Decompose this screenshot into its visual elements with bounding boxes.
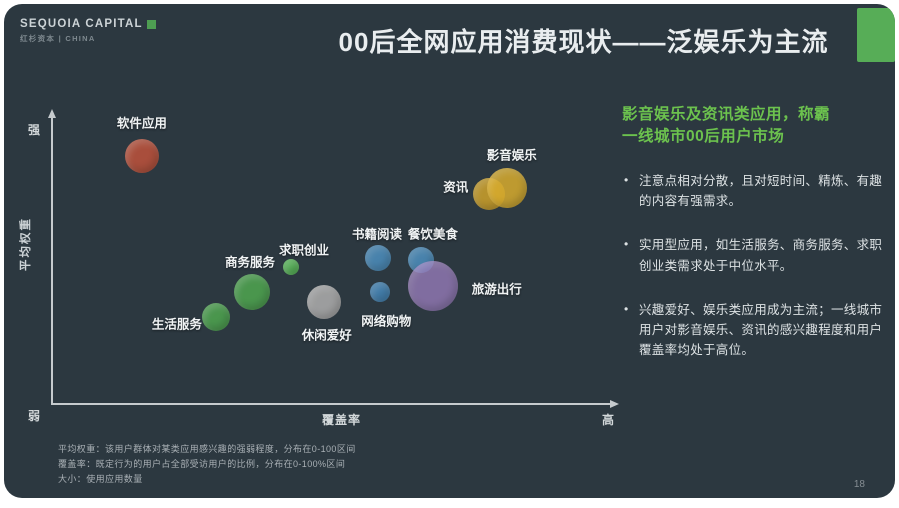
bubble-label-xiuxianaihao: 休闲爱好 (301, 328, 352, 343)
bubble-label-yingyinyule: 影音娱乐 (486, 148, 537, 163)
logo-row: SEQUOIA CAPITAL (20, 18, 156, 30)
bubble-shenghuofuwu (201, 302, 230, 331)
page-number: 18 (853, 479, 865, 490)
panel-heading: 影音娱乐及资讯类应用，称霸 一线城市00后用户市场 (622, 104, 888, 149)
logo-subtitle: 红杉资本 | CHINA (20, 34, 96, 43)
logo-mark-icon (146, 19, 156, 29)
sequoia-logo: SEQUOIA CAPITAL 红杉资本 | CHINA (20, 18, 156, 44)
bullet-marker: • (624, 237, 629, 252)
bubble-label-lvyouchuxing: 旅游出行 (471, 282, 522, 297)
accent-square (857, 8, 895, 62)
y-axis-title: 平均权重 (20, 217, 32, 271)
y-axis-max-label: 强 (28, 123, 41, 137)
slide: SEQUOIA CAPITAL 红杉资本 | CHINA 00后全网应用消费现状… (4, 4, 895, 498)
bubble-label-canyinmeishi: 餐饮美食 (407, 227, 458, 242)
y-axis-arrow-icon (47, 109, 56, 118)
bubble-wangluogouwu (370, 282, 391, 303)
footnote-weight: 平均权重：该用户群体对某类应用感兴趣的强弱程度，分布在0-100区间 (58, 444, 356, 454)
bullet-text-2: 实用型应用，如生活服务、商务服务、求职创业类需求处于中位水平。 (639, 238, 883, 273)
bullet-item-2: • 实用型应用，如生活服务、商务服务、求职创业类需求处于中位水平。 (622, 235, 888, 276)
footnotes: 平均权重：该用户群体对某类应用感兴趣的强弱程度，分布在0-100区间 覆盖率：既… (58, 442, 356, 487)
y-axis-min-label: 弱 (28, 409, 41, 423)
bullet-item-1: • 注意点相对分散，且对短时间、精炼、有趣的内容有强需求。 (622, 171, 888, 212)
bubble-label-wangluogouwu: 网络购物 (361, 314, 412, 329)
x-axis-title: 覆盖率 (322, 413, 362, 427)
x-axis-line (51, 403, 612, 405)
bubble-plot: 生活服务 商务服务 求职创业休闲爱好 书籍阅读网络购物 餐饮美食旅游出行 资讯 影音娱乐 软件… (52, 115, 617, 403)
bubble-label-shangwufuwu: 商务服务 (224, 255, 276, 270)
bubble-label-ruanjianyingyong: 软件应用 (116, 116, 167, 131)
bubble-label-shujiyuedu: 书籍阅读 (351, 227, 403, 242)
bullet-text-1: 注意点相对分散，且对短时间、精炼、有趣的内容有强需求。 (639, 173, 883, 209)
x-axis-max-label: 高 (602, 413, 615, 427)
bubble-label-qiuzhichuangye: 求职创业 (278, 243, 329, 258)
bullet-marker: • (624, 301, 629, 316)
footnote-coverage: 覆盖率：既定行为的用户占全部受访用户的比例，分布在0-100%区间 (58, 459, 346, 469)
bubble-xiuxianaihao (306, 284, 341, 319)
bubble-shangwufuwu (234, 274, 270, 311)
insight-panel: 影音娱乐及资讯类应用，称霸 一线城市00后用户市场 • 注意点相对分散，且对短时… (622, 104, 888, 385)
bullet-marker: • (624, 172, 629, 187)
bullet-item-3: • 兴趣爱好、娱乐类应用成为主流；一线城市用户对影音娱乐、资讯的感兴趣程度和用户… (622, 300, 888, 361)
panel-bullet-list: • 注意点相对分散，且对短时间、精炼、有趣的内容有强需求。 • 实用型应用，如生… (622, 171, 888, 361)
x-axis-arrow-icon (610, 399, 619, 408)
bullet-text-3: 兴趣爱好、娱乐类应用成为主流；一线城市用户对影音娱乐、资讯的感兴趣程度和用户覆盖… (639, 302, 883, 358)
slide-title: 00后全网应用消费现状——泛娱乐为主流 (338, 27, 829, 57)
bubble-yingyinyule (486, 167, 527, 208)
bubble-label-shenghuofuwu: 生活服务 (151, 317, 202, 332)
panel-heading-line1: 影音娱乐及资讯类应用，称霸 (622, 106, 831, 123)
footnote-size: 大小：使用应用数量 (58, 474, 143, 484)
y-axis-line (51, 117, 53, 404)
panel-heading-line2: 一线城市00后用户市场 (622, 128, 785, 146)
bubble-label-zixun: 资讯 (443, 180, 469, 195)
bubble-qiuzhichuangye (282, 259, 299, 276)
bubble-ruanjianyingyong (124, 138, 159, 173)
logo-brand-text: SEQUOIA CAPITAL (20, 18, 143, 30)
bubble-lvyouchuxing (407, 261, 458, 312)
bubble-shujiyuedu (365, 245, 391, 272)
